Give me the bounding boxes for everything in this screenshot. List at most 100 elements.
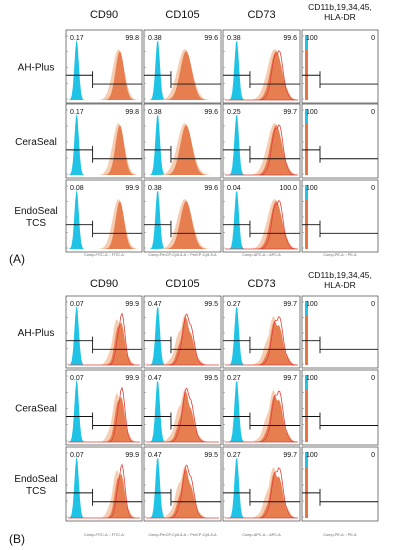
panel-label: (A) bbox=[9, 252, 25, 266]
percent-negative: 0.38 bbox=[148, 35, 162, 42]
sample-peak bbox=[146, 51, 219, 100]
control-peak bbox=[68, 305, 140, 365]
percent-positive: 99.5 bbox=[204, 375, 218, 382]
histogram-cell bbox=[143, 103, 222, 179]
percent-positive: 99.5 bbox=[204, 301, 218, 308]
percent-negative: 100 bbox=[306, 301, 318, 308]
percent-negative: 0.27 bbox=[227, 452, 241, 459]
sample-peak bbox=[146, 125, 219, 175]
sample-peak bbox=[225, 321, 298, 365]
axis-label: Comp-APC-A :: APC-A bbox=[242, 253, 281, 257]
histogram-cell bbox=[222, 179, 301, 253]
histogram-cell bbox=[222, 295, 301, 369]
cell-frame bbox=[301, 103, 379, 179]
histogram-cell bbox=[301, 179, 379, 253]
percent-positive: 0 bbox=[371, 301, 375, 308]
histogram-cell bbox=[65, 369, 143, 446]
histogram-cell bbox=[222, 446, 301, 522]
sample-outline bbox=[225, 467, 298, 519]
percent-positive: 99.6 bbox=[204, 35, 218, 42]
sample-peak bbox=[225, 201, 298, 249]
cell-frame bbox=[301, 295, 379, 369]
cell-frame bbox=[301, 369, 379, 446]
sample-peak bbox=[146, 392, 219, 442]
percent-negative: 0.07 bbox=[70, 452, 84, 459]
percent-positive: 99.7 bbox=[283, 301, 297, 308]
axis-label: Comp-APC-A :: APC-A bbox=[242, 533, 281, 537]
control-peak bbox=[68, 456, 140, 518]
sample-peak bbox=[146, 201, 219, 249]
column-header: CD73 bbox=[247, 278, 275, 290]
sample-peak bbox=[146, 317, 219, 365]
percent-negative: 0.27 bbox=[227, 375, 241, 382]
control-peak bbox=[225, 457, 298, 518]
percent-positive: 99.7 bbox=[283, 109, 297, 116]
column-header: CD90 bbox=[90, 278, 118, 290]
sample-peak bbox=[68, 125, 140, 175]
sample-peak bbox=[68, 396, 140, 442]
percent-negative: 0.07 bbox=[70, 375, 84, 382]
percent-positive: 0 bbox=[371, 109, 375, 116]
control-peak bbox=[225, 380, 298, 442]
sample-peak bbox=[225, 125, 298, 175]
control-peak bbox=[146, 190, 219, 249]
histogram-cell bbox=[65, 29, 143, 104]
cell-frame bbox=[301, 446, 379, 522]
percent-positive: 99.7 bbox=[283, 375, 297, 382]
percent-negative: 100 bbox=[306, 109, 318, 116]
control-peak bbox=[68, 113, 140, 175]
sample-outline bbox=[225, 390, 298, 443]
sample-peak bbox=[225, 51, 298, 100]
percent-negative: 0.27 bbox=[227, 301, 241, 308]
sample-peak bbox=[68, 201, 140, 249]
axis-label: Comp-PE-A :: PE-A bbox=[323, 253, 357, 257]
control-peak bbox=[225, 190, 298, 249]
histogram-cell bbox=[143, 29, 222, 104]
percent-negative: 0.07 bbox=[70, 301, 84, 308]
control-peak bbox=[146, 114, 219, 175]
axis-label: Comp-FITC-A :: FITC-A bbox=[84, 253, 124, 257]
histogram-cell bbox=[301, 103, 379, 179]
percent-positive: 0 bbox=[371, 185, 375, 192]
percent-positive: 99.9 bbox=[125, 375, 139, 382]
percent-positive: 99.7 bbox=[283, 452, 297, 459]
percent-positive: 99.6 bbox=[204, 109, 218, 116]
percent-negative: 0.38 bbox=[148, 109, 162, 116]
control-peak bbox=[225, 114, 298, 175]
column-header: CD11b,19,34,45, HLA-DR bbox=[308, 2, 372, 22]
sample-peak bbox=[306, 390, 308, 442]
row-label: AH-Plus bbox=[18, 63, 55, 74]
percent-negative: 0.17 bbox=[70, 35, 84, 42]
histogram-cell bbox=[143, 446, 222, 522]
sample-peak bbox=[225, 395, 298, 442]
sample-peak bbox=[146, 468, 219, 518]
column-header: CD105 bbox=[165, 9, 199, 21]
percent-positive: 0 bbox=[371, 375, 375, 382]
row-label: EndoSeal TCS bbox=[14, 474, 57, 497]
sample-peak bbox=[68, 322, 140, 365]
percent-positive: 99.9 bbox=[125, 452, 139, 459]
histogram-cell bbox=[222, 29, 301, 104]
percent-positive: 99.9 bbox=[125, 185, 139, 192]
percent-negative: 100 bbox=[306, 185, 318, 192]
percent-positive: 99.6 bbox=[283, 35, 297, 42]
percent-negative: 100 bbox=[306, 375, 318, 382]
sample-outline bbox=[68, 386, 140, 443]
histogram-cell bbox=[143, 179, 222, 253]
sample-outline bbox=[146, 387, 219, 443]
column-header: CD11b,19,34,45, HLA-DR bbox=[308, 270, 372, 290]
column-header: CD73 bbox=[247, 9, 275, 21]
axis-label: Comp-PE-A :: PE-A bbox=[323, 533, 357, 537]
percent-negative: 0.17 bbox=[70, 109, 84, 116]
axis-label: Comp-PerCP-Cy5-5-A :: PerCP-Cy5-5-A bbox=[148, 253, 217, 257]
histogram-cell bbox=[301, 295, 379, 369]
histogram-cell bbox=[222, 369, 301, 446]
control-peak bbox=[68, 189, 140, 249]
percent-negative: 0.04 bbox=[227, 185, 241, 192]
sample-outline bbox=[225, 124, 298, 176]
percent-positive: 99.6 bbox=[204, 185, 218, 192]
percent-positive: 99.8 bbox=[125, 109, 139, 116]
percent-negative: 0.38 bbox=[148, 185, 162, 192]
cell-frame bbox=[301, 29, 379, 104]
